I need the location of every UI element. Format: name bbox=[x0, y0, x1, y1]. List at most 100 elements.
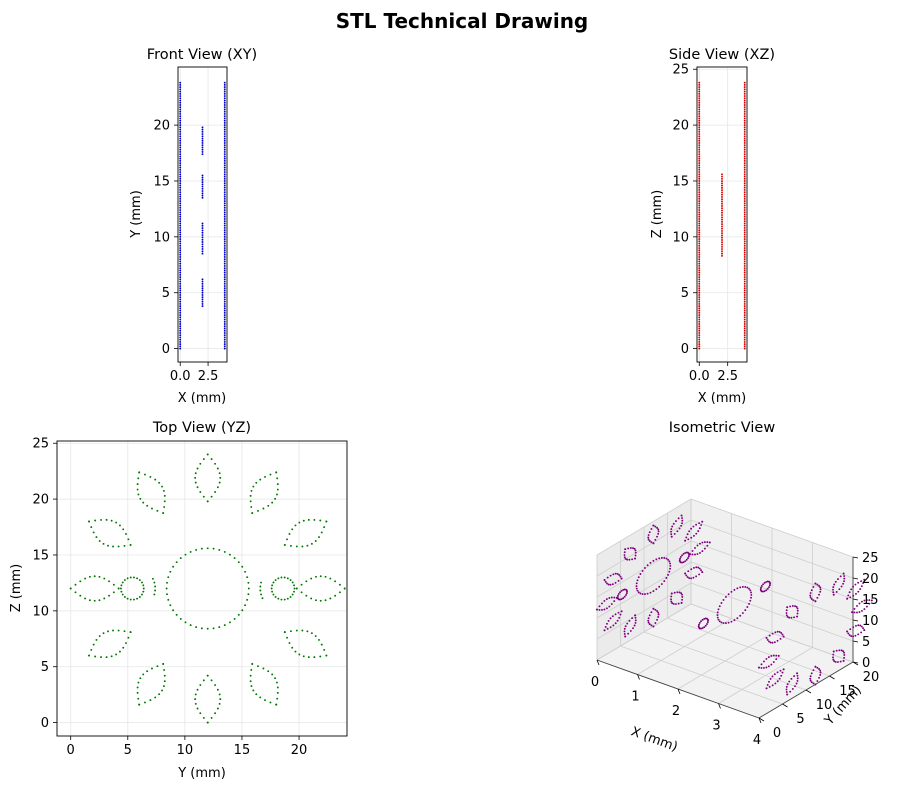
data-point bbox=[233, 617, 236, 620]
data-point bbox=[743, 139, 746, 142]
data-point bbox=[179, 300, 182, 303]
data-point bbox=[618, 574, 621, 576]
data-point bbox=[98, 540, 101, 542]
data-point bbox=[698, 215, 701, 218]
data-point bbox=[675, 520, 677, 523]
data-point bbox=[698, 278, 701, 281]
data-point bbox=[598, 605, 601, 608]
data-point bbox=[768, 680, 770, 683]
data-point bbox=[743, 300, 746, 303]
data-point bbox=[223, 155, 226, 158]
data-point bbox=[163, 500, 166, 503]
data-point bbox=[743, 164, 746, 167]
data-point bbox=[201, 222, 204, 225]
data-point bbox=[167, 576, 170, 579]
data-point bbox=[293, 587, 296, 590]
data-point bbox=[606, 622, 608, 625]
front-view-points bbox=[179, 81, 226, 350]
data-point bbox=[121, 593, 124, 596]
data-point bbox=[117, 545, 120, 548]
data-point bbox=[837, 578, 839, 581]
data-point bbox=[179, 240, 182, 243]
data-point bbox=[637, 576, 640, 579]
data-point bbox=[677, 517, 680, 520]
data-point bbox=[255, 481, 258, 484]
data-point bbox=[665, 557, 668, 560]
data-point bbox=[275, 703, 278, 706]
data-point bbox=[794, 605, 796, 608]
data-point bbox=[142, 673, 145, 676]
data-point bbox=[743, 329, 746, 332]
data-point bbox=[223, 338, 226, 341]
y-tick-mark bbox=[805, 689, 812, 694]
grid-line-y bbox=[643, 631, 807, 691]
data-point bbox=[271, 673, 274, 676]
data-point bbox=[857, 624, 860, 627]
data-point bbox=[796, 609, 799, 612]
data-point bbox=[223, 88, 226, 91]
data-point bbox=[179, 177, 182, 180]
data-point bbox=[223, 97, 226, 100]
data-point bbox=[703, 626, 706, 629]
data-point bbox=[743, 86, 746, 89]
data-point bbox=[639, 573, 642, 575]
data-point bbox=[656, 610, 659, 612]
data-point bbox=[698, 224, 701, 227]
data-point bbox=[343, 587, 346, 590]
data-point bbox=[259, 478, 262, 481]
data-point bbox=[223, 148, 226, 151]
data-point bbox=[144, 701, 146, 704]
data-point bbox=[307, 656, 310, 659]
data-point bbox=[606, 627, 609, 630]
data-point bbox=[698, 218, 701, 220]
data-point bbox=[698, 273, 701, 276]
data-point bbox=[334, 594, 337, 597]
data-point bbox=[629, 629, 632, 632]
data-point bbox=[781, 633, 784, 636]
data-point bbox=[161, 485, 164, 488]
data-point bbox=[736, 617, 739, 620]
data-point bbox=[338, 583, 341, 586]
data-point bbox=[774, 682, 777, 685]
data-point bbox=[112, 591, 115, 594]
data-point bbox=[684, 551, 687, 554]
data-point bbox=[313, 518, 316, 521]
data-point bbox=[749, 589, 752, 592]
data-point bbox=[323, 526, 326, 529]
data-point bbox=[223, 133, 226, 135]
data-point bbox=[179, 247, 182, 249]
data-point bbox=[179, 276, 182, 279]
data-point bbox=[179, 110, 182, 113]
data-point bbox=[656, 618, 659, 621]
x-tick-label: 2.5 bbox=[198, 369, 219, 384]
data-point bbox=[614, 622, 617, 625]
data-point bbox=[250, 669, 253, 671]
data-point bbox=[835, 590, 838, 593]
data-point bbox=[201, 190, 204, 192]
data-point bbox=[179, 332, 182, 334]
data-point bbox=[216, 486, 219, 489]
data-point bbox=[201, 289, 204, 292]
data-point bbox=[634, 554, 637, 557]
data-point bbox=[141, 581, 143, 584]
data-point bbox=[778, 630, 781, 633]
data-point bbox=[608, 597, 611, 599]
data-point bbox=[179, 86, 182, 89]
data-point bbox=[698, 264, 701, 267]
data-point bbox=[721, 248, 723, 250]
data-point bbox=[163, 680, 166, 683]
data-point bbox=[223, 550, 226, 553]
data-point bbox=[698, 522, 701, 525]
data-point bbox=[120, 584, 123, 587]
data-point bbox=[721, 200, 723, 203]
data-point bbox=[743, 343, 746, 346]
data-point bbox=[743, 345, 746, 348]
data-point bbox=[196, 707, 199, 710]
data-point bbox=[660, 583, 663, 585]
data-point bbox=[636, 589, 639, 592]
data-point bbox=[223, 233, 226, 236]
data-point bbox=[251, 512, 254, 514]
data-point bbox=[698, 195, 701, 198]
data-point bbox=[98, 635, 101, 637]
